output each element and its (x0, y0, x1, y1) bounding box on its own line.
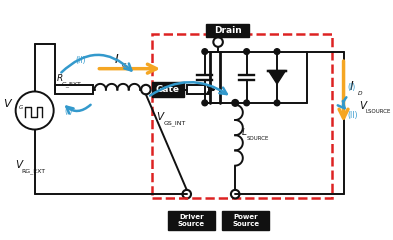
Circle shape (202, 49, 208, 54)
Circle shape (244, 49, 250, 54)
Circle shape (182, 190, 191, 198)
Text: Drain: Drain (214, 26, 241, 35)
Circle shape (231, 190, 239, 198)
Bar (152, 82, 184, 97)
Bar (55, 85, 93, 94)
Text: $I$: $I$ (349, 80, 354, 93)
Text: $V$: $V$ (4, 97, 14, 109)
Bar (206, 24, 250, 37)
Polygon shape (268, 71, 286, 84)
Text: $V$: $V$ (15, 157, 24, 169)
Text: (I): (I) (64, 107, 72, 116)
Text: $R$: $R$ (55, 72, 63, 83)
Circle shape (232, 100, 239, 106)
Bar (187, 85, 209, 94)
Text: Gate: Gate (156, 85, 180, 94)
Text: LSOURCE: LSOURCE (365, 109, 391, 114)
Text: $_D$: $_D$ (357, 89, 363, 98)
Circle shape (202, 100, 208, 106)
Text: Power
Source: Power Source (232, 214, 259, 227)
Circle shape (244, 100, 250, 106)
Text: $L$: $L$ (241, 126, 247, 137)
Text: SOURCE: SOURCE (246, 136, 269, 141)
Circle shape (16, 91, 54, 130)
Text: (II): (II) (75, 56, 86, 65)
Bar (222, 211, 270, 230)
Text: G_EXT: G_EXT (61, 81, 81, 87)
Text: GS_INT: GS_INT (164, 121, 186, 126)
Text: $V$: $V$ (359, 99, 369, 111)
Circle shape (274, 49, 280, 54)
Bar (168, 211, 215, 230)
Circle shape (274, 100, 280, 106)
Bar (152, 35, 332, 198)
Text: (I): (I) (347, 83, 356, 92)
Circle shape (141, 85, 151, 94)
Circle shape (213, 37, 223, 47)
Text: RG_EXT: RG_EXT (21, 168, 46, 174)
Text: $_G$: $_G$ (121, 61, 127, 70)
Text: $V$: $V$ (156, 110, 166, 122)
Text: (II): (II) (347, 111, 358, 120)
Text: $_G$: $_G$ (18, 103, 24, 112)
Text: Driver
Source: Driver Source (178, 214, 205, 227)
Text: $I$: $I$ (114, 53, 119, 66)
